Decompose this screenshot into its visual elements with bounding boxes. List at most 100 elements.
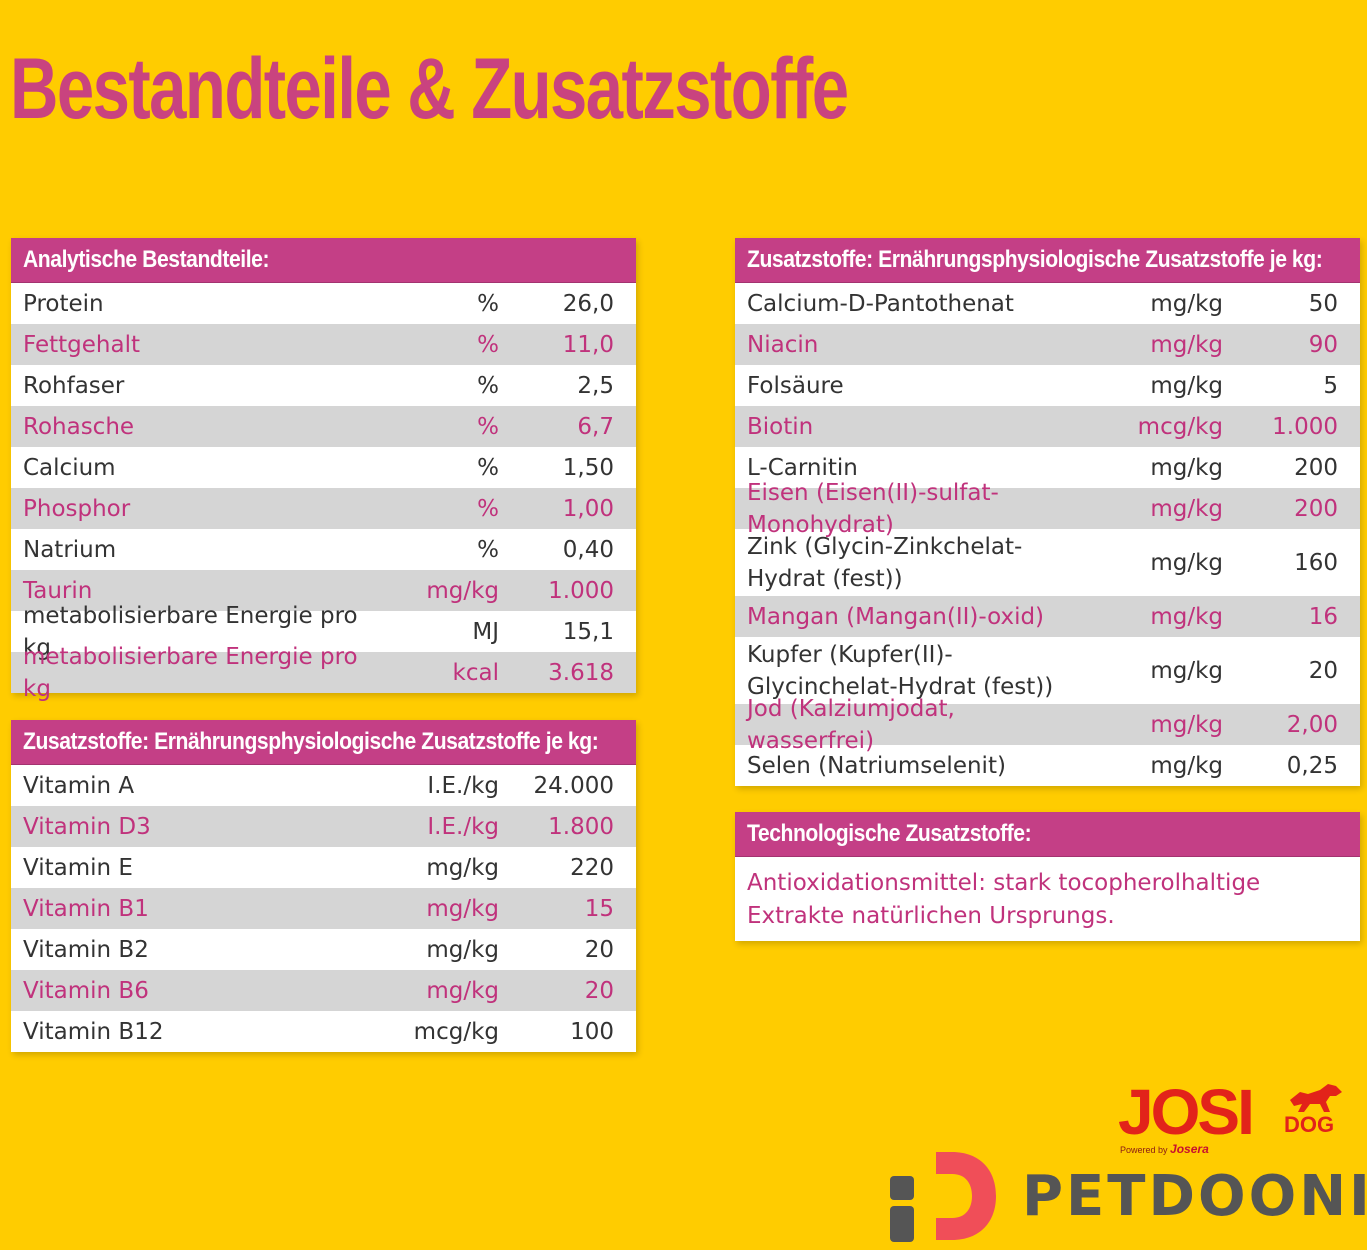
table-row: Folsäure mg/kg 5 (735, 365, 1360, 406)
row-name: Selen (Natriumselenit) (747, 752, 1006, 779)
row-unit: mg/kg (426, 895, 499, 922)
row-name: metabolisierbare Energie pro kg (23, 602, 358, 661)
row-unit: mg/kg (1150, 603, 1223, 630)
table-row: metabolisierbare Energie pro kg MJ 15,1 (11, 603, 636, 661)
row-unit: % (477, 413, 499, 440)
row-name: Rohasche (23, 413, 135, 440)
row-unit: mg/kg (426, 977, 499, 1004)
minerals-table: Zusatzstoffe: Ernährungsphysiologische Z… (735, 238, 1360, 786)
row-value: 1.000 (1272, 413, 1338, 440)
table-row: Zink (Glycin-Zinkchelat-Hydrat (fest)) mg… (735, 529, 1360, 596)
row-name: Protein (23, 290, 104, 317)
dog-icon (1290, 1084, 1342, 1112)
row-value: 0,25 (1286, 752, 1338, 779)
row-name: Vitamin A (23, 772, 135, 799)
row-name: Mangan (Mangan(II)-oxid) (747, 603, 1045, 630)
row-value: 15 (584, 895, 614, 922)
row-name: Kupfer (Kupfer(II)-Glycinchelat-Hydrat (… (747, 641, 1054, 700)
row-value: 1.800 (548, 813, 614, 840)
row-value: 200 (1294, 495, 1338, 522)
row-name: Biotin (747, 413, 814, 440)
table-row: Calcium-D-Pantothenat mg/kg 50 (735, 283, 1360, 324)
row-value: 1,50 (562, 454, 614, 481)
table-row: Niacin mg/kg 90 (735, 324, 1360, 365)
row-name: Jod (Kalziumjodat, wasserfrei) (747, 695, 955, 754)
row-value: 26,0 (562, 290, 614, 317)
row-name: Taurin (23, 577, 93, 604)
row-unit: mg/kg (426, 936, 499, 963)
row-name: Vitamin B2 (23, 936, 149, 963)
petdooni-logo-icon (890, 1152, 996, 1242)
row-unit: mg/kg (1150, 549, 1223, 576)
table-row: Rohasche% 6,7 (11, 406, 636, 447)
table-row: Vitamin A I.E./kg 24.000 (11, 765, 636, 806)
row-name: L-Carnitin (747, 454, 858, 481)
row-name: Vitamin B6 (23, 977, 149, 1004)
row-value: 15,1 (562, 618, 614, 645)
row-name: Eisen (Eisen(II)-sulfat-Monohydrat) (747, 479, 999, 538)
table-row: metabolisierbare Energie pro kg kcal 3.618 (11, 644, 636, 702)
row-name: Zink (Glycin-Zinkchelat-Hydrat (fest)) (747, 533, 1023, 592)
row-unit: % (477, 372, 499, 399)
row-value: 2,00 (1286, 711, 1338, 738)
row-name: Niacin (747, 331, 819, 358)
table-row: Eisen (Eisen(II)-sulfat-Monohydrat) mg/kg… (735, 480, 1360, 538)
row-value: 24.000 (533, 772, 614, 799)
row-value: 20 (584, 977, 614, 1004)
table-row: Vitamin D3 I.E./kg 1.800 (11, 806, 636, 847)
row-unit: kcal (452, 659, 499, 686)
row-value: 11,0 (562, 331, 614, 358)
row-unit: % (477, 495, 499, 522)
table-row: Biotin mcg/kg 1.000 (735, 406, 1360, 447)
petdooni-wordmark: PETDOONI (1022, 1164, 1367, 1229)
row-value: 100 (570, 1018, 614, 1045)
row-name: Calcium (23, 454, 116, 481)
row-value: 160 (1294, 549, 1338, 576)
row-value: 20 (1308, 657, 1338, 684)
row-unit: mcg/kg (1137, 413, 1223, 440)
row-unit: mg/kg (1150, 290, 1223, 317)
dog-wordmark: DOG (1284, 1112, 1335, 1137)
powered-by: Powered by Josera (1120, 1142, 1209, 1156)
table-row: Jod (Kalziumjodat, wasserfrei) mg/kg 2,00 (735, 696, 1360, 754)
row-unit: mg/kg (426, 854, 499, 881)
row-unit: mcg/kg (413, 1018, 499, 1045)
table-row: Phosphor% 1,00 (11, 488, 636, 529)
row-name: Vitamin B1 (23, 895, 149, 922)
minerals-table-header: Zusatzstoffe: Ernährungsphysiologische Z… (735, 238, 1360, 283)
row-name: Natrium (23, 536, 117, 563)
table-row: Kupfer (Kupfer(II)-Glycinchelat-Hydrat (… (735, 637, 1360, 704)
technological-table-header: Technologische Zusatzstoffe: (735, 812, 1360, 857)
row-unit: mg/kg (1150, 495, 1223, 522)
table-row: L-Carnitin mg/kg 200 (735, 447, 1360, 488)
row-value: 1,00 (562, 495, 614, 522)
row-unit: mg/kg (426, 577, 499, 604)
row-name: Fettgehalt (23, 331, 140, 358)
row-name: Vitamin B12 (23, 1018, 164, 1045)
row-unit: mg/kg (1150, 454, 1223, 481)
row-value: 1.000 (548, 577, 614, 604)
row-value: 5 (1323, 372, 1338, 399)
table-row: Calcium% 1,50 (11, 447, 636, 488)
row-unit: I.E./kg (427, 813, 499, 840)
row-name: Calcium-D-Pantothenat (747, 290, 1014, 317)
row-unit: MJ (472, 618, 499, 645)
row-value: 6,7 (577, 413, 614, 440)
row-value: 220 (570, 854, 614, 881)
row-name: Folsäure (747, 372, 844, 399)
row-unit: mg/kg (1150, 752, 1223, 779)
row-value: 200 (1294, 454, 1338, 481)
table-row: Selen (Natriumselenit) mg/kg 0,25 (735, 745, 1360, 786)
table-row: Protein% 26,0 (11, 283, 636, 324)
row-value: 50 (1308, 290, 1338, 317)
row-value: 16 (1308, 603, 1338, 630)
table-row: Mangan (Mangan(II)-oxid) mg/kg 16 (735, 596, 1360, 637)
vitamins-table-header: Zusatzstoffe: Ernährungsphysiologische Z… (11, 720, 636, 765)
row-value: 20 (584, 936, 614, 963)
table-row: Vitamin B1 mg/kg 15 (11, 888, 636, 929)
table-row: Fettgehalt% 11,0 (11, 324, 636, 365)
analytic-table: Analytische Bestandteile: Protein% 26,0 Fe… (11, 238, 636, 702)
row-name: Vitamin D3 (23, 813, 151, 840)
row-unit: % (477, 536, 499, 563)
table-row: Natrium% 0,40 (11, 529, 636, 570)
